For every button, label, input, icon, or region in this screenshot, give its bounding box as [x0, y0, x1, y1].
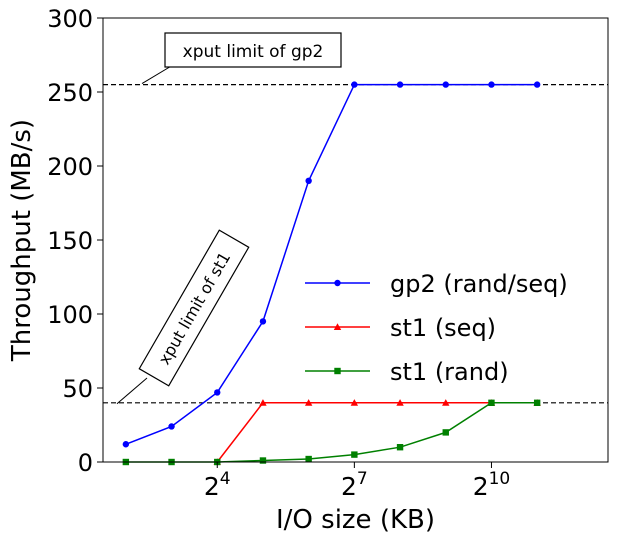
data-point	[396, 399, 404, 406]
series-1	[213, 399, 541, 465]
annotation-box	[164, 32, 342, 68]
data-point	[305, 177, 312, 184]
data-point	[442, 399, 450, 406]
legend-label: st1 (rand)	[390, 358, 509, 386]
data-point	[214, 389, 221, 396]
data-point	[304, 399, 313, 406]
series-2	[122, 399, 541, 466]
y-tick-label: 150	[47, 227, 93, 255]
data-point	[533, 81, 541, 88]
leader-line	[116, 377, 148, 405]
x-axis-label: I/O size (KB)	[276, 505, 435, 535]
annotation-box	[138, 229, 250, 387]
legend-label: st1 (seq)	[390, 314, 496, 342]
data-point	[533, 399, 541, 406]
legend-marker	[334, 367, 341, 375]
data-point	[259, 457, 267, 464]
y-tick-label: 50	[62, 375, 93, 403]
legend: gp2 (rand/seq) st1 (seq) st1 (rand)	[305, 270, 568, 386]
y-axis: 0 50 100 150 200 250 300	[47, 5, 103, 477]
data-point	[350, 399, 359, 406]
data-point	[259, 399, 267, 406]
legend-marker	[333, 323, 342, 330]
data-point	[351, 81, 358, 88]
data-point	[442, 429, 449, 436]
series-line	[125, 402, 538, 463]
y-tick-label: 300	[47, 5, 93, 33]
annotation-text: xput limit of gp2	[183, 42, 324, 62]
y-axis-label: Throughput (MB/s)	[7, 119, 37, 362]
data-point	[351, 451, 358, 458]
data-point	[396, 444, 404, 451]
data-point	[488, 81, 495, 88]
x-axis: 24 27 210	[204, 462, 510, 501]
y-tick-label: 0	[78, 449, 93, 477]
series-0	[122, 81, 541, 448]
y-tick-label: 250	[47, 79, 93, 107]
data-point	[305, 455, 312, 463]
legend-marker	[334, 279, 341, 287]
data-point	[122, 441, 130, 448]
x-tick-label: 24	[204, 469, 231, 501]
x-tick-label: 27	[341, 469, 368, 501]
rotated-annotation: xput limit of st1	[138, 229, 250, 387]
series-line	[125, 83, 538, 445]
data-point	[442, 81, 449, 88]
data-point	[396, 81, 404, 88]
annotation-text: xput limit of st1	[155, 249, 235, 368]
series-line	[216, 402, 538, 463]
data-point	[488, 399, 495, 406]
data-point	[259, 318, 267, 325]
y-tick-label: 200	[47, 153, 93, 181]
y-tick-label: 100	[47, 301, 93, 329]
annotations: xput limit of gp2 xput limit of st1	[116, 32, 342, 405]
data-point	[168, 423, 175, 430]
x-tick-label: 210	[473, 469, 511, 501]
legend-label: gp2 (rand/seq)	[390, 270, 568, 298]
